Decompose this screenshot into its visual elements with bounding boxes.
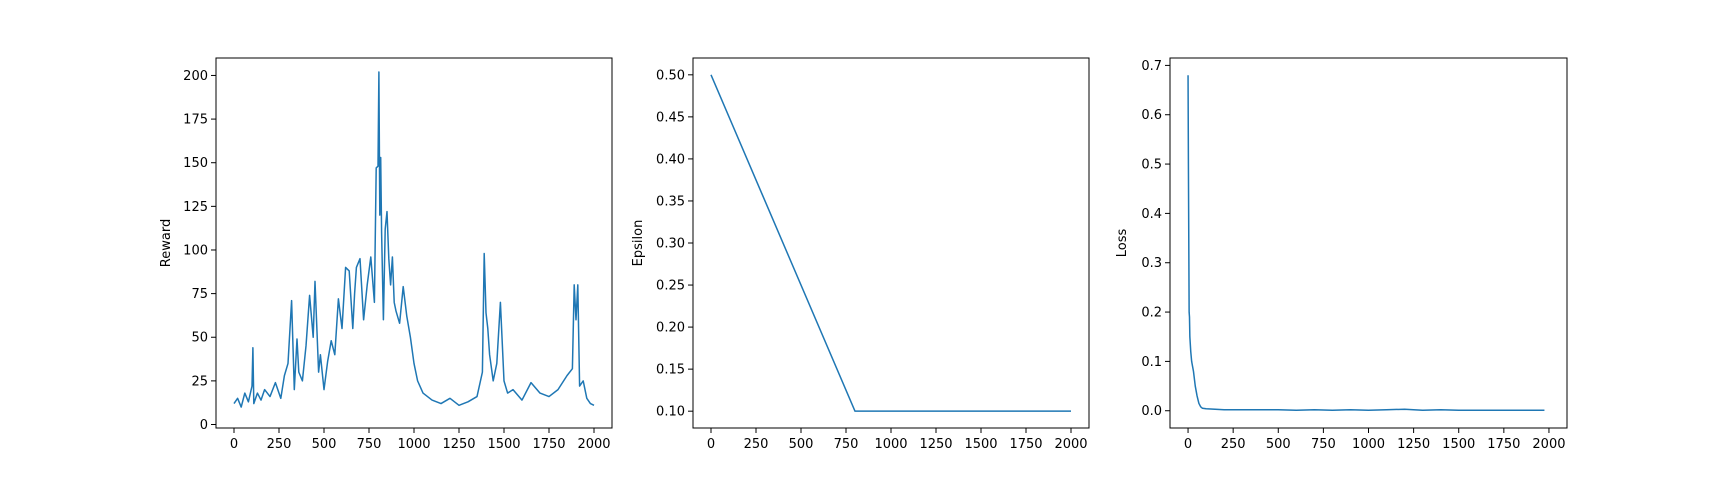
reward-y-tick-label: 0 bbox=[200, 418, 208, 433]
loss-x-tick-label: 1000 bbox=[1352, 437, 1385, 452]
loss-y-tick-label: 0.4 bbox=[1141, 207, 1162, 222]
loss-x-tick-label: 750 bbox=[1311, 437, 1336, 452]
epsilon-x-tick-label: 750 bbox=[834, 437, 859, 452]
epsilon-series-line bbox=[710, 74, 1071, 412]
reward-y-tick-label: 25 bbox=[191, 374, 208, 389]
reward-y-tick-label: 100 bbox=[183, 243, 208, 258]
reward-x-tick-label: 1750 bbox=[532, 437, 565, 452]
reward-y-axis-label: Reward bbox=[159, 219, 174, 267]
loss-x-tick-label: 0 bbox=[1184, 437, 1192, 452]
epsilon-y-tick-label: 0.20 bbox=[656, 321, 685, 336]
reward-x-tick-label: 1000 bbox=[397, 437, 430, 452]
epsilon-x-tick-label: 500 bbox=[789, 437, 814, 452]
epsilon-y-tick-label: 0.45 bbox=[656, 110, 685, 125]
loss-series-line bbox=[1187, 75, 1545, 411]
loss-y-axis-label: Loss bbox=[1115, 229, 1130, 258]
epsilon-x-tick-label: 1500 bbox=[964, 437, 997, 452]
loss-chart: 0 250 500 750 1000 1250 1500 1750 2000 0.0 0.1 0.2 0… bbox=[1115, 57, 1568, 452]
loss-y-tick-label: 0.5 bbox=[1141, 158, 1162, 173]
loss-chart-frame bbox=[1169, 57, 1568, 429]
epsilon-y-tick-label: 0.40 bbox=[656, 152, 685, 167]
loss-chart-ticks: 0 250 500 750 1000 1250 1500 1750 2000 0.0 0.1 0.2 0… bbox=[1141, 59, 1565, 452]
loss-x-tick-label: 1250 bbox=[1397, 437, 1430, 452]
epsilon-y-tick-label: 0.50 bbox=[656, 68, 685, 83]
loss-y-tick-label: 0.2 bbox=[1141, 306, 1162, 321]
epsilon-y-tick-label: 0.35 bbox=[656, 194, 685, 209]
reward-x-tick-label: 2000 bbox=[577, 437, 610, 452]
epsilon-x-tick-label: 1000 bbox=[874, 437, 907, 452]
epsilon-x-tick-label: 0 bbox=[707, 437, 715, 452]
epsilon-chart-frame bbox=[692, 57, 1090, 429]
loss-y-tick-label: 0.1 bbox=[1141, 355, 1162, 370]
reward-y-tick-label: 50 bbox=[191, 331, 208, 346]
reward-y-tick-label: 75 bbox=[191, 287, 208, 302]
reward-chart: 0 250 500 750 1000 1250 1500 1750 2000 0 25 50 75 100… bbox=[159, 57, 613, 452]
loss-x-tick-label: 1750 bbox=[1487, 437, 1520, 452]
reward-x-tick-label: 1250 bbox=[442, 437, 475, 452]
epsilon-x-tick-label: 250 bbox=[744, 437, 769, 452]
loss-y-tick-label: 0.6 bbox=[1141, 108, 1162, 123]
loss-x-tick-label: 250 bbox=[1221, 437, 1246, 452]
reward-chart-frame bbox=[215, 57, 613, 429]
loss-x-tick-label: 500 bbox=[1266, 437, 1291, 452]
reward-x-tick-label: 0 bbox=[230, 437, 238, 452]
reward-x-tick-label: 750 bbox=[357, 437, 382, 452]
loss-x-tick-label: 1500 bbox=[1442, 437, 1475, 452]
loss-y-tick-label: 0.3 bbox=[1141, 256, 1162, 271]
epsilon-x-tick-label: 1250 bbox=[919, 437, 952, 452]
epsilon-y-tick-label: 0.25 bbox=[656, 279, 685, 294]
reward-chart-ticks: 0 250 500 750 1000 1250 1500 1750 2000 0 25 50 75 100… bbox=[183, 69, 610, 452]
epsilon-chart: 0 250 500 750 1000 1250 1500 1750 2000 0.10 0.15 0.… bbox=[631, 57, 1090, 452]
loss-y-tick-label: 0.0 bbox=[1141, 404, 1162, 419]
epsilon-x-tick-label: 2000 bbox=[1054, 437, 1087, 452]
reward-y-tick-label: 125 bbox=[183, 200, 208, 215]
epsilon-y-axis-label: Epsilon bbox=[631, 220, 646, 267]
reward-y-tick-label: 175 bbox=[183, 113, 208, 128]
loss-x-tick-label: 2000 bbox=[1532, 437, 1565, 452]
epsilon-x-tick-label: 1750 bbox=[1009, 437, 1042, 452]
loss-y-tick-label: 0.7 bbox=[1141, 59, 1162, 74]
reward-series-line bbox=[233, 71, 595, 408]
reward-x-tick-label: 500 bbox=[312, 437, 337, 452]
epsilon-y-tick-label: 0.15 bbox=[656, 363, 685, 378]
reward-x-tick-label: 1500 bbox=[487, 437, 520, 452]
epsilon-chart-ticks: 0 250 500 750 1000 1250 1500 1750 2000 0.10 0.15 0.… bbox=[656, 68, 1088, 452]
reward-x-tick-label: 250 bbox=[267, 437, 292, 452]
epsilon-y-tick-label: 0.30 bbox=[656, 237, 685, 252]
epsilon-y-tick-label: 0.10 bbox=[656, 405, 685, 420]
reward-y-tick-label: 150 bbox=[183, 156, 208, 171]
reward-y-tick-label: 200 bbox=[183, 69, 208, 84]
